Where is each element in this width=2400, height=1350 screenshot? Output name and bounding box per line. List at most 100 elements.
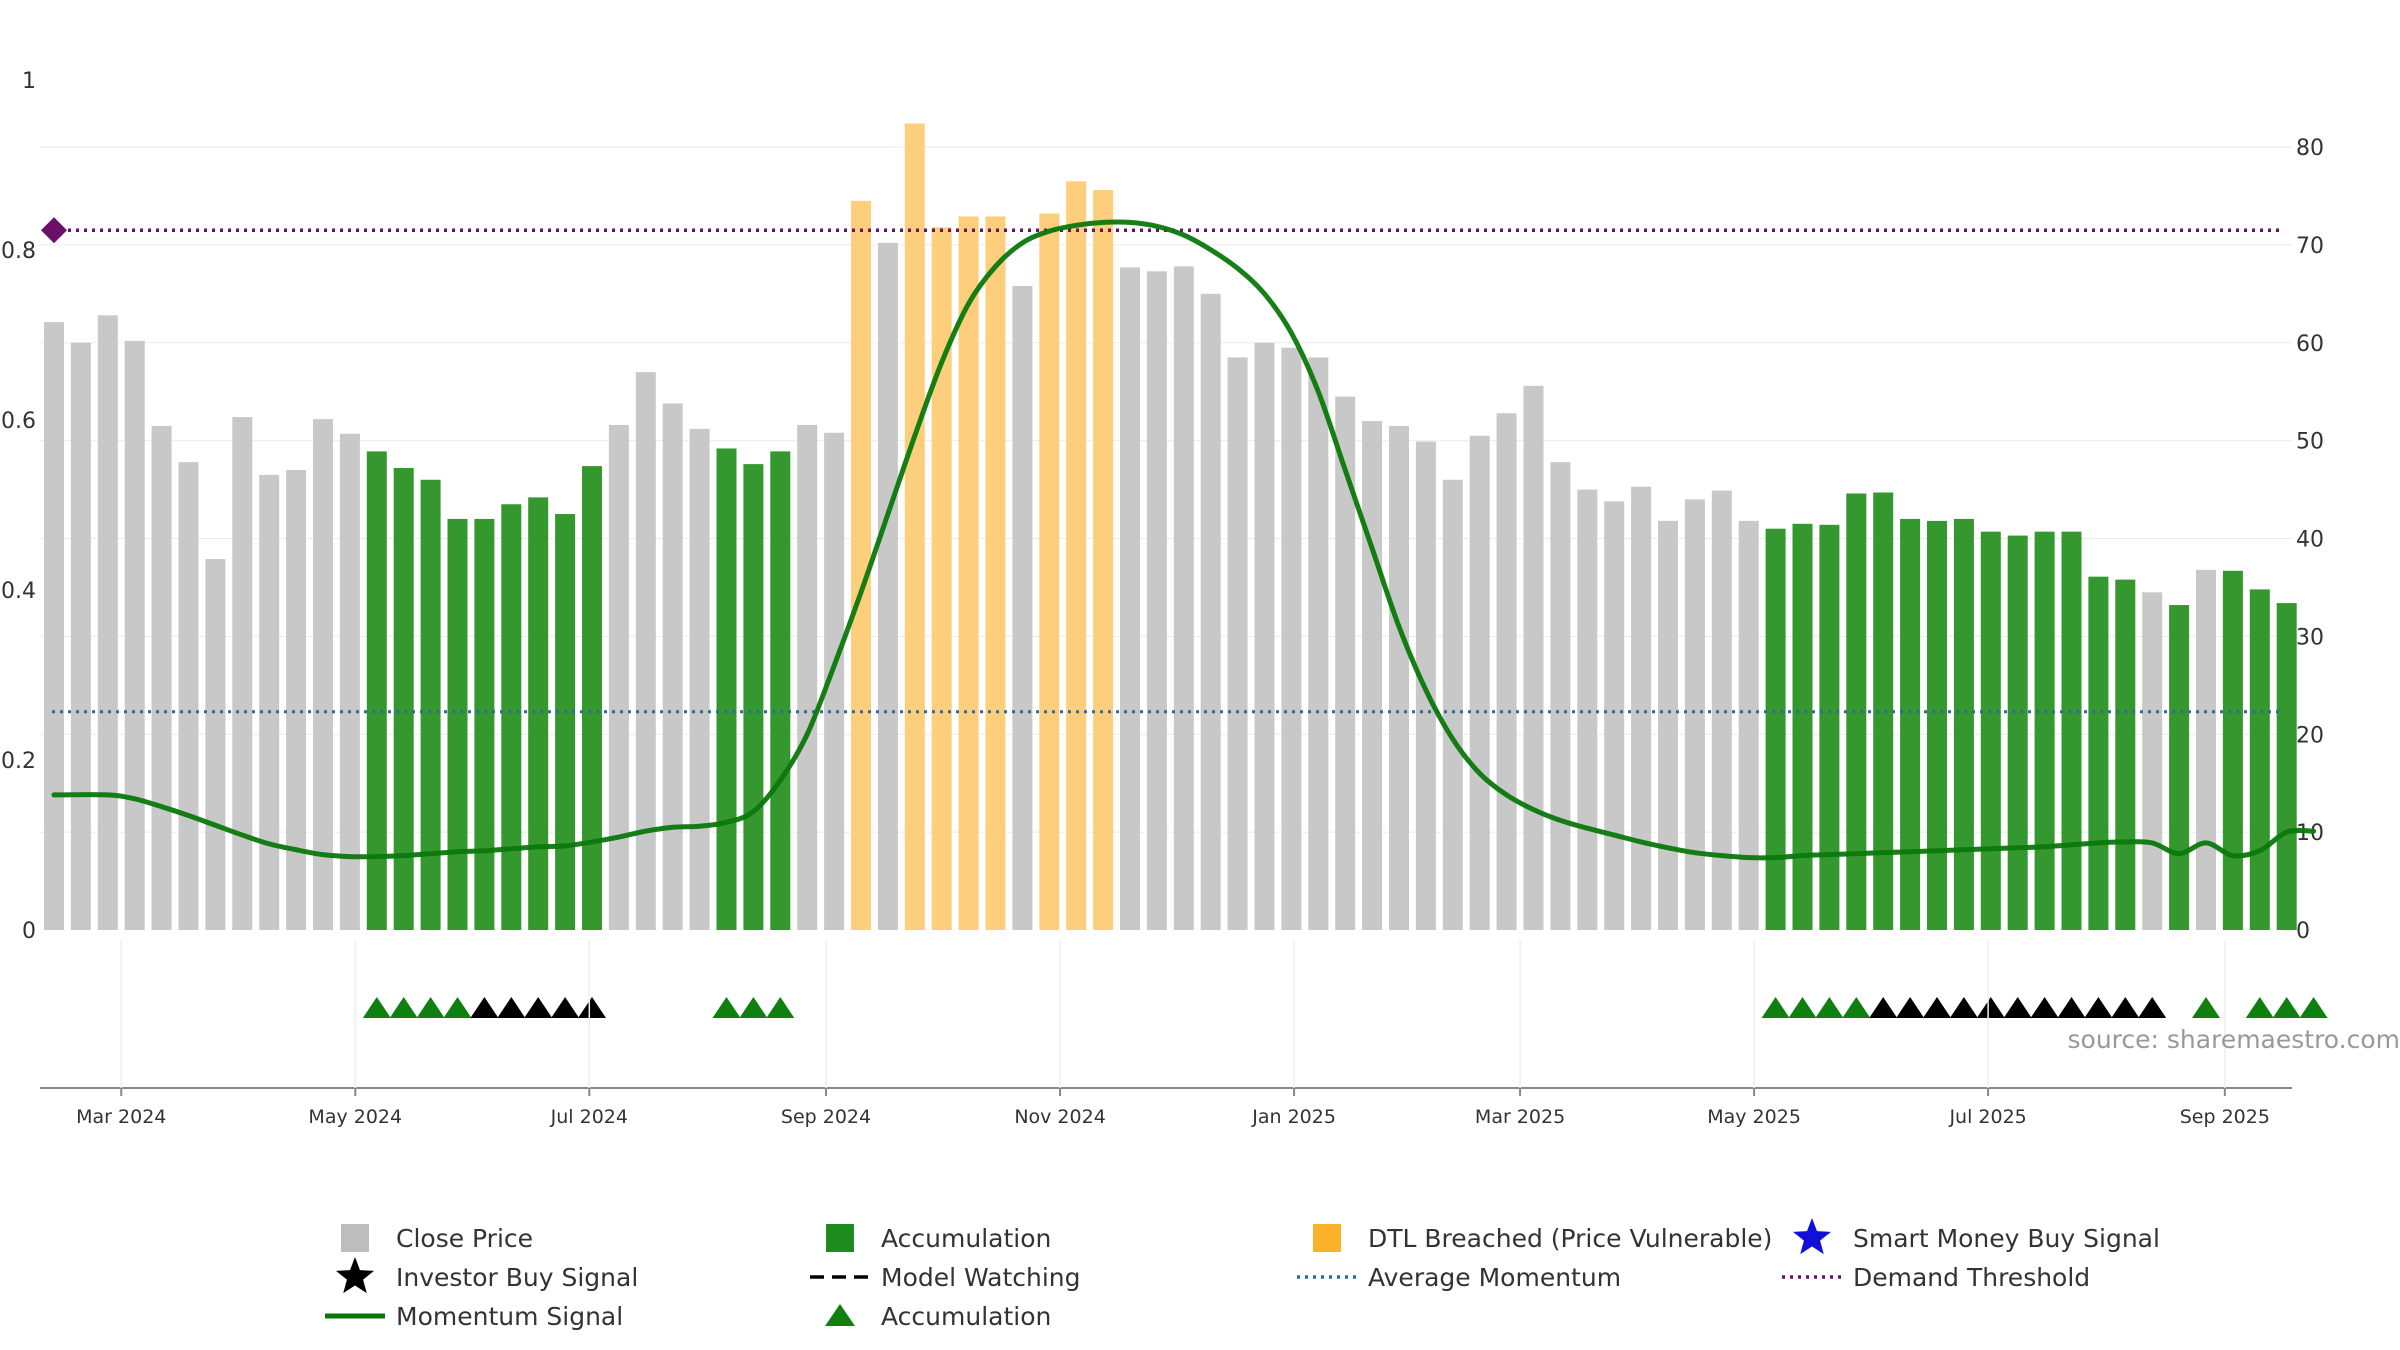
legend-label: Model Watching bbox=[881, 1263, 1081, 1292]
legend-label: Accumulation bbox=[881, 1302, 1051, 1331]
accumulation-triangle bbox=[739, 997, 768, 1018]
price-bar bbox=[1012, 285, 1033, 930]
legend-item: Smart Money Buy Signal bbox=[1792, 1218, 2160, 1255]
price-bar bbox=[1120, 267, 1140, 931]
price-bar bbox=[1846, 493, 1867, 930]
right-tick-label: 80 bbox=[2296, 136, 2324, 161]
price-bar bbox=[393, 468, 414, 930]
price-bar bbox=[259, 474, 280, 930]
price-bar bbox=[124, 340, 145, 931]
price-bar bbox=[743, 464, 764, 930]
price-bar bbox=[1362, 421, 1383, 930]
left-tick-label: 0.2 bbox=[1, 749, 36, 774]
price-bar bbox=[582, 466, 602, 930]
price-bar bbox=[608, 424, 629, 930]
legend-item: Investor Buy Signal bbox=[335, 1257, 638, 1294]
signal-markers bbox=[362, 997, 2328, 1018]
legend-label: Demand Threshold bbox=[1853, 1263, 2090, 1292]
demand-threshold-marker bbox=[41, 217, 67, 244]
x-tick-label: Sep 2024 bbox=[781, 1106, 871, 1128]
price-bar bbox=[2169, 605, 2190, 930]
price-bar bbox=[2222, 570, 2243, 930]
legend-label: Momentum Signal bbox=[396, 1302, 623, 1331]
price-bar bbox=[931, 227, 952, 930]
investor-signal-marker bbox=[1869, 997, 1898, 1018]
accumulation-triangle bbox=[1788, 997, 1817, 1018]
accumulation-triangle bbox=[2245, 997, 2274, 1018]
accumulation-triangle bbox=[2192, 997, 2220, 1018]
investor-signal-marker bbox=[1976, 997, 2005, 1018]
legend-label: Accumulation bbox=[881, 1224, 1051, 1253]
price-bar bbox=[985, 216, 1006, 930]
legend-label: Investor Buy Signal bbox=[396, 1263, 638, 1292]
price-bar bbox=[1335, 396, 1356, 930]
price-bar bbox=[797, 424, 818, 930]
price-bar bbox=[2061, 531, 2082, 930]
price-bar bbox=[1927, 520, 1947, 930]
accumulation-triangle bbox=[443, 997, 472, 1018]
legend-swatch bbox=[1313, 1224, 1341, 1252]
left-tick-label: 0.8 bbox=[1, 239, 36, 264]
price-bar bbox=[1631, 486, 1652, 930]
price-bar bbox=[1900, 518, 1921, 930]
price-bar bbox=[1496, 413, 1517, 931]
investor-signal-marker bbox=[2084, 997, 2113, 1018]
investor-signal-marker bbox=[470, 997, 499, 1018]
accumulation-triangle bbox=[416, 997, 445, 1018]
momentum-line bbox=[51, 219, 2317, 861]
price-bar bbox=[2007, 535, 2028, 930]
accumulation-triangle bbox=[712, 997, 741, 1018]
price-bar bbox=[2249, 589, 2270, 930]
price-bar bbox=[151, 425, 172, 930]
right-tick-label: 10 bbox=[2296, 821, 2324, 846]
price-bar bbox=[1200, 293, 1221, 930]
investor-signal-marker bbox=[1949, 997, 1978, 1018]
price-bar bbox=[1604, 501, 1625, 930]
price-bar bbox=[1389, 425, 1409, 930]
price-bar bbox=[1442, 479, 1463, 930]
price-bar bbox=[2115, 579, 2136, 930]
left-tick-label: 0.4 bbox=[1, 579, 36, 604]
price-bar bbox=[1765, 528, 1786, 930]
price-bar bbox=[1227, 357, 1248, 930]
investor-signal-marker bbox=[1923, 997, 1951, 1018]
price-bar bbox=[1281, 347, 1302, 930]
legend-label: DTL Breached (Price Vulnerable) bbox=[1368, 1224, 1772, 1253]
legend-item: DTL Breached (Price Vulnerable) bbox=[1313, 1224, 1772, 1253]
price-bar bbox=[770, 451, 791, 930]
price-bar bbox=[2142, 592, 2163, 930]
price-bar bbox=[1577, 489, 1598, 930]
accumulation-triangle bbox=[1815, 997, 1844, 1018]
price-bar bbox=[1711, 490, 1732, 930]
left-tick-label: 1 bbox=[22, 69, 36, 94]
x-tick-label: May 2024 bbox=[308, 1106, 402, 1128]
accumulation-triangle bbox=[2299, 997, 2328, 1018]
price-bar bbox=[178, 462, 199, 930]
accumulation-triangle bbox=[2272, 997, 2301, 1018]
x-tick-label: Jul 2024 bbox=[550, 1106, 628, 1128]
left-tick-label: 0 bbox=[22, 919, 36, 944]
investor-signal-marker bbox=[551, 997, 580, 1018]
x-tick-label: Jan 2025 bbox=[1251, 1106, 1336, 1128]
price-bar bbox=[555, 514, 576, 930]
right-axis-ticks: 0 10 20 30 40 50 60 70 80 bbox=[2296, 136, 2324, 944]
x-tick-label: Sep 2025 bbox=[2180, 1106, 2270, 1128]
price-bar bbox=[339, 433, 360, 930]
accumulation-triangle bbox=[1761, 997, 1790, 1018]
price-bar bbox=[1308, 357, 1329, 930]
momentum-signal bbox=[51, 219, 2317, 861]
price-bar bbox=[2196, 569, 2216, 930]
right-tick-label: 20 bbox=[2296, 723, 2324, 748]
legend-item: Close Price bbox=[341, 1224, 533, 1253]
price-bar bbox=[1469, 435, 1490, 930]
price-bar bbox=[232, 417, 253, 930]
legend-swatch bbox=[341, 1224, 369, 1252]
right-tick-label: 50 bbox=[2296, 430, 2324, 455]
investor-signal-marker bbox=[2111, 997, 2140, 1018]
price-bar bbox=[474, 518, 495, 930]
price-bar bbox=[904, 123, 925, 930]
investor-signal-marker bbox=[2030, 997, 2059, 1018]
price-bar bbox=[2088, 576, 2109, 930]
price-bar bbox=[2276, 603, 2297, 930]
investor-signal-marker bbox=[2003, 997, 2032, 1018]
